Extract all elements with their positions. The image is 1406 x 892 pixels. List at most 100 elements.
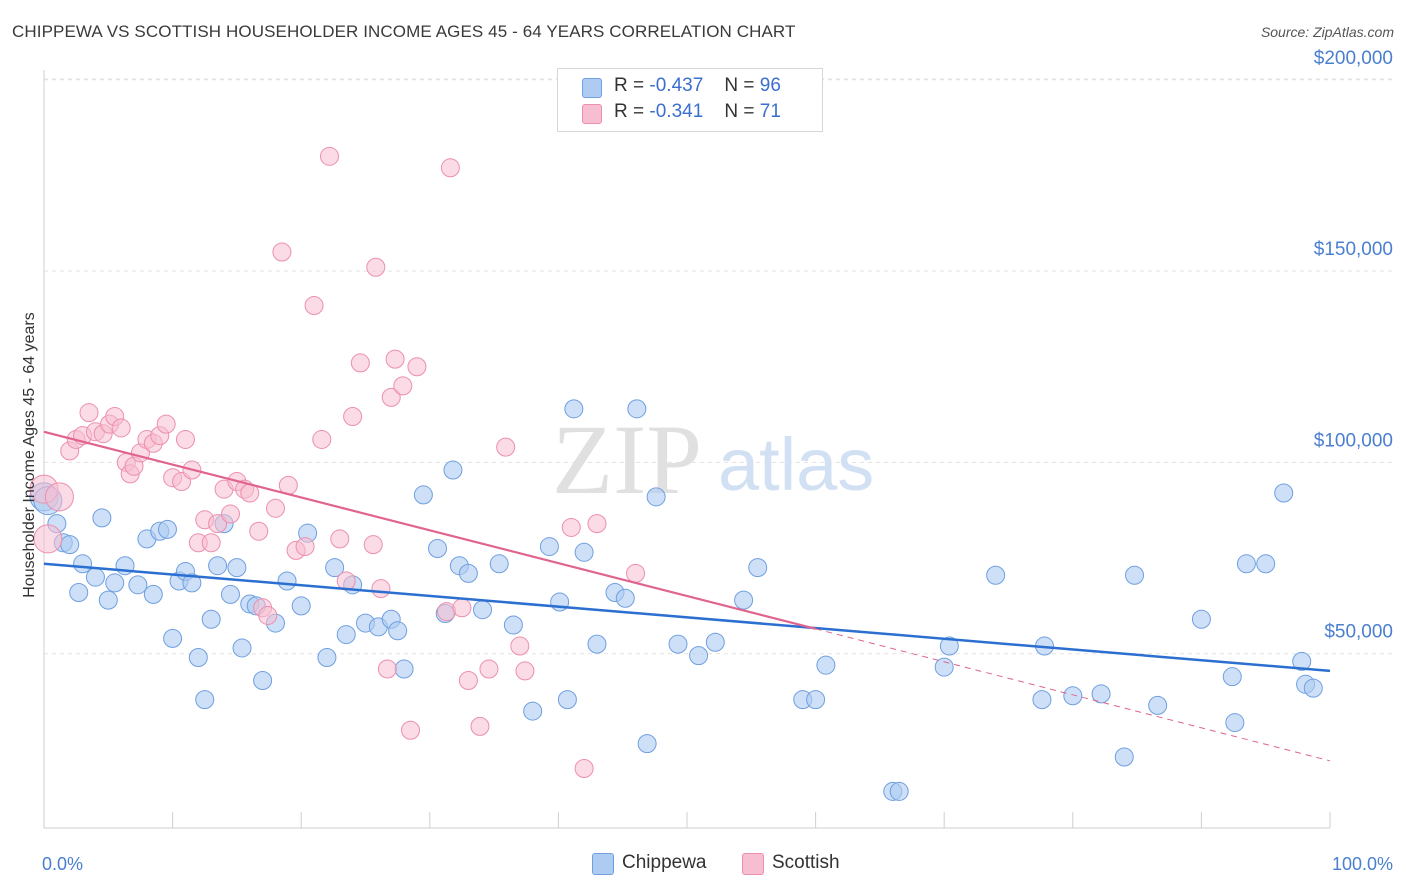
x-tick-label-start: 0.0% bbox=[42, 854, 83, 874]
legend-scottish-text: R = -0.341 N = 71 bbox=[614, 101, 781, 123]
chippewa-point bbox=[157, 519, 177, 539]
scottish-point bbox=[363, 535, 383, 555]
chippewa-point bbox=[1125, 565, 1145, 585]
scottish-point bbox=[377, 659, 397, 679]
scottish-point bbox=[175, 429, 195, 449]
scottish-n-value: 71 bbox=[759, 101, 781, 122]
scottish-point bbox=[249, 521, 269, 541]
chippewa-point bbox=[227, 558, 247, 578]
scottish-point bbox=[574, 758, 594, 778]
chippewa-point bbox=[748, 558, 768, 578]
chippewa-point bbox=[1256, 554, 1276, 574]
chippewa-point bbox=[1274, 483, 1294, 503]
scottish-point bbox=[515, 661, 535, 681]
chippewa-point bbox=[1236, 554, 1256, 574]
scottish-point bbox=[265, 498, 285, 518]
chippewa-point bbox=[182, 573, 202, 593]
chippewa-point bbox=[816, 655, 836, 675]
chippewa-point bbox=[668, 634, 688, 654]
chippewa-point bbox=[85, 567, 105, 587]
scottish-point bbox=[393, 376, 413, 396]
chippewa-point bbox=[443, 460, 463, 480]
scottish-point bbox=[304, 296, 324, 316]
chippewa-point bbox=[489, 554, 509, 574]
chippewa-point bbox=[889, 781, 909, 801]
chippewa-point bbox=[458, 563, 478, 583]
y-axis-label: Householder Income Ages 45 - 64 years bbox=[21, 312, 38, 598]
chippewa-point bbox=[939, 636, 959, 656]
chippewa-point bbox=[1222, 667, 1242, 687]
scottish-point bbox=[452, 598, 472, 618]
chippewa-point bbox=[806, 690, 826, 710]
scottish-r-value: -0.341 bbox=[649, 101, 704, 122]
chippewa-point bbox=[1303, 678, 1323, 698]
grid-lines bbox=[44, 78, 1395, 655]
chippewa-point bbox=[646, 487, 666, 507]
scottish-point bbox=[208, 514, 228, 534]
chippewa-point bbox=[69, 582, 89, 602]
scottish-point bbox=[496, 437, 516, 457]
chippewa-point bbox=[1032, 690, 1052, 710]
chippewa-point bbox=[1063, 686, 1083, 706]
y-tick-label: $200,000 bbox=[1314, 48, 1393, 69]
chippewa-point bbox=[637, 734, 657, 754]
scottish-point bbox=[381, 387, 401, 407]
chippewa-point bbox=[705, 632, 725, 652]
scottish-point bbox=[220, 504, 240, 524]
chippewa-point bbox=[574, 542, 594, 562]
chippewa-n-value: 96 bbox=[759, 75, 781, 96]
scottish-n-label: N = bbox=[724, 101, 755, 122]
chippewa-swatch bbox=[582, 78, 602, 98]
chippewa-point bbox=[201, 609, 221, 629]
scottish-point bbox=[330, 529, 350, 549]
scottish-legend-swatch bbox=[742, 853, 764, 875]
chippewa-point bbox=[1191, 609, 1211, 629]
trend-lines bbox=[43, 430, 1331, 762]
chippewa-point bbox=[934, 657, 954, 677]
chippewa-point bbox=[163, 628, 183, 648]
watermark-atlas: atlas bbox=[718, 423, 874, 506]
chippewa-point bbox=[564, 399, 584, 419]
chippewa-point bbox=[587, 634, 607, 654]
chart-title: CHIPPEWA VS SCOTTISH HOUSEHOLDER INCOME … bbox=[12, 22, 796, 41]
chippewa-point bbox=[336, 625, 356, 645]
x-tick-label-end: 100.0% bbox=[1332, 854, 1393, 874]
scottish-point bbox=[479, 659, 499, 679]
chippewa-point bbox=[232, 638, 252, 658]
chippewa-trend-line bbox=[43, 562, 1331, 673]
y-tick-label: $150,000 bbox=[1314, 239, 1393, 260]
scottish-trend-extension bbox=[815, 628, 1331, 762]
scottish-point bbox=[319, 146, 339, 166]
scottish-point bbox=[510, 636, 530, 656]
chippewa-point bbox=[734, 590, 754, 610]
scottish-point bbox=[385, 349, 405, 369]
chippewa-point bbox=[253, 670, 273, 690]
chippewa-point bbox=[325, 558, 345, 578]
chippewa-point bbox=[388, 621, 408, 641]
scottish-point bbox=[371, 579, 391, 599]
chippewa-point bbox=[291, 596, 311, 616]
chippewa-point bbox=[503, 615, 523, 635]
chippewa-r-value: -0.437 bbox=[649, 75, 704, 96]
watermark: ZIP atlas bbox=[552, 404, 874, 515]
scottish-r-label: R = bbox=[614, 101, 645, 122]
chippewa-point bbox=[188, 648, 208, 668]
correlation-legend: R = -0.437 N = 96 R = -0.341 N = 71 bbox=[557, 68, 823, 132]
chippewa-point bbox=[428, 538, 448, 558]
scottish-point bbox=[561, 517, 581, 537]
chippewa-point bbox=[539, 537, 559, 557]
axes bbox=[43, 70, 1331, 829]
chippewa-point bbox=[615, 588, 635, 608]
scottish-trend-line bbox=[43, 430, 816, 630]
chippewa-point bbox=[60, 535, 80, 555]
scottish-point bbox=[366, 257, 386, 277]
chippewa-point bbox=[986, 565, 1006, 585]
scottish-point bbox=[401, 720, 421, 740]
scottish-point bbox=[156, 414, 176, 434]
scottish-point bbox=[44, 482, 74, 512]
chippewa-r-label: R = bbox=[614, 75, 645, 96]
chippewa-legend-swatch bbox=[592, 853, 614, 875]
chippewa-point bbox=[73, 554, 93, 574]
legend-chippewa-text: R = -0.437 N = 96 bbox=[614, 75, 781, 97]
